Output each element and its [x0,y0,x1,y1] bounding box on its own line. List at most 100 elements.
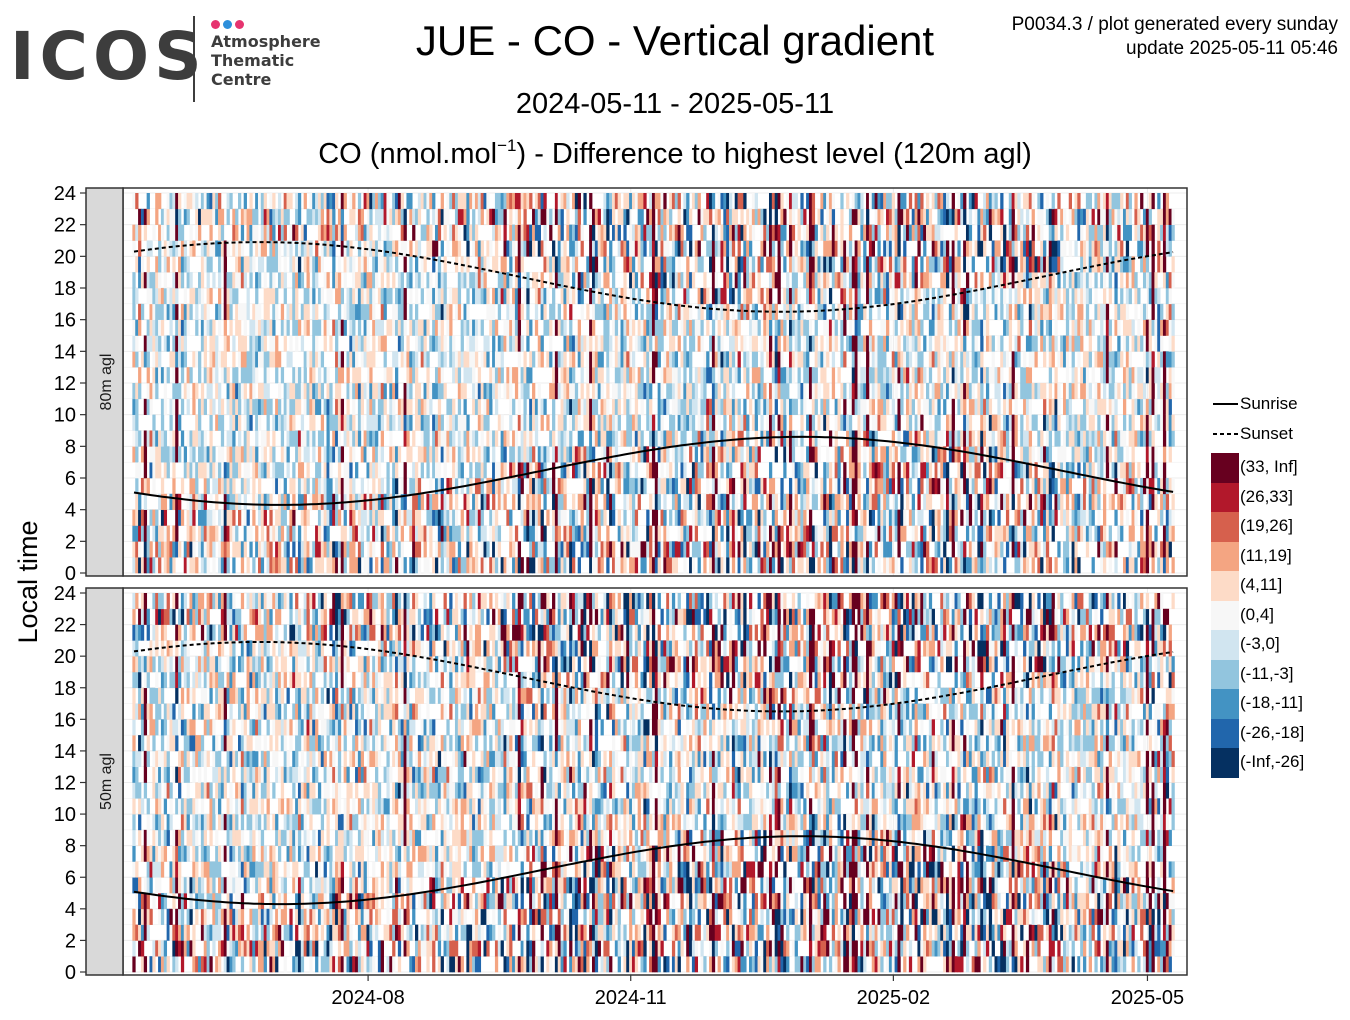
heatmap-cell [275,414,279,431]
heatmap-cell [257,351,262,368]
heatmap-cell [460,383,464,400]
heatmap-cell [369,430,373,447]
heatmap-cell [155,541,159,558]
heatmap-cell [866,557,870,574]
heatmap-cell [937,288,941,305]
heatmap-cell [788,193,793,210]
heatmap-cell [312,383,316,400]
heatmap-cell [674,493,679,510]
heatmap-cell [749,509,753,526]
heatmap-cell [509,240,513,257]
heatmap-cell [860,193,864,210]
heatmap-cell [877,493,881,510]
heatmap-cell [683,525,687,542]
heatmap-cell [780,193,784,210]
heatmap-cell [317,319,322,336]
heatmap-cell [212,398,216,415]
heatmap-cell [440,509,444,526]
heatmap-cell [611,398,616,415]
heatmap-cell [717,193,721,210]
heatmap-cell [897,414,901,431]
heatmap-cell [380,493,384,510]
heatmap-cell [888,462,893,479]
heatmap-cell [968,509,973,526]
heatmap-cell [166,240,170,257]
heatmap-cell [908,398,913,415]
heatmap-cell [646,541,650,558]
heatmap-cell [780,383,784,400]
heatmap-cell [200,256,205,273]
heatmap-cell [337,446,342,463]
heatmap-cell [734,509,738,526]
heatmap-cell [292,478,296,495]
heatmap-cell [529,367,533,384]
heatmap-cell [957,193,961,210]
heatmap-cell [380,414,384,431]
heatmap-cell [543,493,547,510]
heatmap-cell [931,240,935,257]
heatmap-cell [306,319,310,336]
heatmap-cell [751,335,756,352]
heatmap-cell [617,462,621,479]
heatmap-cell [494,541,499,558]
heatmap-cell [189,193,193,210]
heatmap-cell [140,478,145,495]
heatmap-cell [138,557,142,574]
heatmap-cell [317,224,322,241]
heatmap-cell [928,414,933,431]
heatmap-cell [249,335,253,352]
heatmap-cell [434,462,439,479]
heatmap-cell [452,335,456,352]
heatmap-cell [437,351,442,368]
heatmap-cell [771,367,776,384]
heatmap-cell [249,319,253,336]
heatmap-cell [243,383,247,400]
heatmap-cell [900,288,904,305]
heatmap-cell [163,272,168,289]
heatmap-cell [406,367,410,384]
heatmap-cell [380,272,384,289]
heatmap-cell [857,367,861,384]
heatmap-cell [146,193,150,210]
heatmap-cell [589,557,593,574]
heatmap-cell [911,557,915,574]
heatmap-cell [492,557,496,574]
heatmap-cell [560,462,564,479]
heatmap-cell [146,335,150,352]
heatmap-cell [566,430,570,447]
heatmap-cell [623,272,627,289]
heatmap-cell [943,272,947,289]
heatmap-cell [734,398,738,415]
heatmap-cell [543,319,547,336]
heatmap-cell [723,509,727,526]
heatmap-cell [349,462,353,479]
heatmap-cell [751,319,756,336]
heatmap-cell [546,256,550,273]
heatmap-cell [272,303,276,320]
heatmap-cell [289,398,293,415]
heatmap-cell [677,414,681,431]
heatmap-cell [634,557,639,574]
heatmap-cell [317,525,322,542]
heatmap-cell [877,462,881,479]
heatmap-cell [654,351,659,368]
heatmap-cell [569,541,573,558]
heatmap-cell [200,240,205,257]
heatmap-cell [714,430,718,447]
heatmap-cell [726,478,730,495]
heatmap-cell [660,224,664,241]
heatmap-cell [363,335,367,352]
heatmap-cell [783,256,787,273]
heatmap-cell [206,319,210,336]
heatmap-cell [472,272,476,289]
heatmap-cell [546,288,550,305]
heatmap-cell [452,288,456,305]
heatmap-cell [954,446,958,463]
heatmap-cell [537,509,541,526]
heatmap-cell [257,509,262,526]
heatmap-cell [283,557,287,574]
heatmap-cell [369,367,373,384]
heatmap-cell [500,256,504,273]
heatmap-cell [840,525,844,542]
heatmap-cell [606,383,610,400]
